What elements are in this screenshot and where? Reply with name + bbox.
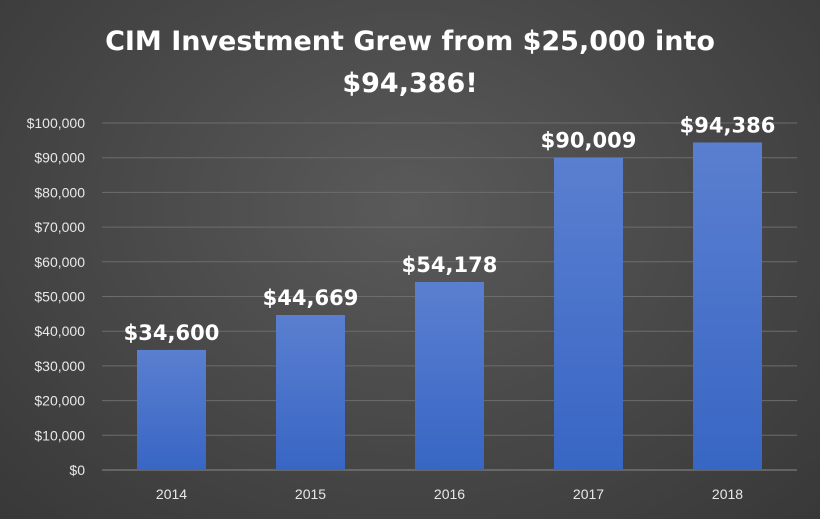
bar-2017 [554, 157, 623, 471]
bar-2018 [693, 142, 762, 470]
data-label-2014: $34,600 [124, 321, 220, 345]
data-label-2016: $54,178 [402, 253, 498, 277]
bar-2014 [137, 349, 206, 470]
data-labels: $34,600 $44,669 $54,178 $90,009 $94,386 [124, 113, 776, 344]
data-label-2017: $90,009 [541, 129, 637, 153]
bar-2015 [276, 314, 345, 470]
bars [137, 142, 762, 471]
x-tick-label: 2014 [156, 486, 187, 502]
x-tick-label: 2017 [573, 486, 604, 502]
chart-title-line-2: $94,386! [342, 68, 477, 99]
y-tick-label: $30,000 [34, 358, 85, 374]
x-tick-label: 2016 [434, 486, 465, 502]
bar-2016 [415, 282, 484, 470]
y-tick-label: $0 [69, 462, 85, 478]
y-tick-label: $50,000 [34, 289, 85, 305]
y-tick-label: $10,000 [34, 427, 85, 443]
y-tick-label: $80,000 [34, 184, 85, 200]
chart-title-line-1: CIM Investment Grew from $25,000 into [105, 26, 715, 57]
y-tick-label: $60,000 [34, 254, 85, 270]
y-tick-label: $40,000 [34, 323, 85, 339]
y-tick-label: $100,000 [27, 115, 86, 131]
y-tick-label: $20,000 [34, 393, 85, 409]
y-tick-label: $90,000 [34, 150, 85, 166]
y-tick-label: $70,000 [34, 219, 85, 235]
x-tick-label: 2018 [712, 486, 743, 502]
y-axis-tick-labels: $0 $10,000 $20,000 $30,000 $40,000 $50,000 $60… [27, 115, 86, 478]
x-axis-tick-labels: 2014 2015 2016 2017 2018 [156, 486, 743, 502]
x-tick-label: 2015 [295, 486, 326, 502]
data-label-2015: $44,669 [263, 286, 359, 310]
data-label-2018: $94,386 [680, 113, 776, 137]
